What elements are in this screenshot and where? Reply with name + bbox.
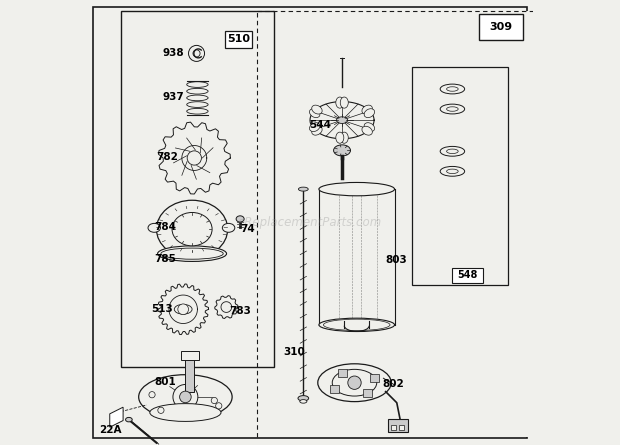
Ellipse shape [446,149,458,154]
Ellipse shape [172,212,212,246]
Polygon shape [159,122,231,194]
Text: 782: 782 [157,152,179,162]
Ellipse shape [187,102,208,107]
Text: 22A: 22A [99,425,122,435]
Polygon shape [158,284,208,335]
Text: 74: 74 [241,224,255,234]
Circle shape [180,391,191,403]
Ellipse shape [362,105,373,114]
Ellipse shape [332,369,377,396]
Ellipse shape [440,166,464,176]
Ellipse shape [236,216,244,222]
Circle shape [158,407,164,413]
Ellipse shape [362,126,373,135]
Ellipse shape [223,223,235,232]
Circle shape [211,397,218,404]
Ellipse shape [446,87,458,91]
Ellipse shape [312,126,322,135]
Bar [479,14,523,40]
Bar [388,419,408,432]
Circle shape [216,403,222,409]
Bar [185,357,194,392]
Text: 784: 784 [154,222,176,232]
Ellipse shape [139,375,232,419]
Ellipse shape [364,109,374,117]
Ellipse shape [340,132,348,143]
Text: 801: 801 [154,377,176,387]
Ellipse shape [318,364,391,401]
Ellipse shape [161,248,223,259]
Ellipse shape [440,84,464,94]
Ellipse shape [324,319,390,331]
Text: 544: 544 [309,120,331,129]
Text: 803: 803 [386,255,407,265]
Ellipse shape [309,109,320,117]
Polygon shape [310,101,374,139]
Text: 783: 783 [229,306,252,316]
Text: 802: 802 [383,379,404,388]
Ellipse shape [125,417,132,422]
Bar [226,31,252,48]
Ellipse shape [157,246,226,261]
Ellipse shape [336,132,344,143]
Text: eReplacementParts.com: eReplacementParts.com [238,216,382,229]
Bar [121,11,275,367]
Ellipse shape [298,187,308,191]
Ellipse shape [187,82,208,87]
Bar [339,369,347,377]
Polygon shape [215,295,238,319]
Bar [412,67,508,285]
Bar [391,425,396,430]
Ellipse shape [340,97,348,108]
Bar [363,389,372,397]
Ellipse shape [309,123,320,132]
Bar [453,268,482,283]
Ellipse shape [440,146,464,156]
Text: 548: 548 [458,271,478,280]
Polygon shape [182,146,206,170]
Ellipse shape [150,404,221,421]
Ellipse shape [440,104,464,114]
Circle shape [187,151,202,165]
Ellipse shape [298,396,309,401]
Bar [330,385,339,393]
Text: 510: 510 [228,34,250,44]
Polygon shape [221,302,232,312]
Text: 310: 310 [283,348,305,357]
Ellipse shape [319,182,394,196]
Ellipse shape [337,117,348,123]
Bar [370,374,379,382]
Ellipse shape [312,105,322,114]
Text: 309: 309 [489,22,513,32]
Text: 938: 938 [162,49,184,58]
Circle shape [178,304,188,315]
Ellipse shape [334,145,350,156]
Ellipse shape [174,304,192,314]
Text: 937: 937 [162,92,184,101]
Circle shape [188,45,205,61]
Ellipse shape [185,355,194,360]
Ellipse shape [319,318,394,332]
Bar [181,351,199,360]
Ellipse shape [187,109,208,114]
Ellipse shape [446,169,458,174]
Ellipse shape [336,97,344,108]
Text: 513: 513 [151,304,173,314]
Polygon shape [110,407,123,427]
Circle shape [173,384,198,409]
Ellipse shape [187,89,208,94]
Text: 785: 785 [154,254,176,264]
Circle shape [348,376,361,389]
Ellipse shape [364,123,374,132]
Ellipse shape [156,200,228,258]
Ellipse shape [299,400,307,403]
Ellipse shape [187,95,208,101]
Bar [399,425,404,430]
Bar [319,189,394,325]
Polygon shape [169,295,197,324]
Ellipse shape [148,223,161,232]
Circle shape [149,392,155,398]
Ellipse shape [446,107,458,111]
Circle shape [193,50,200,57]
